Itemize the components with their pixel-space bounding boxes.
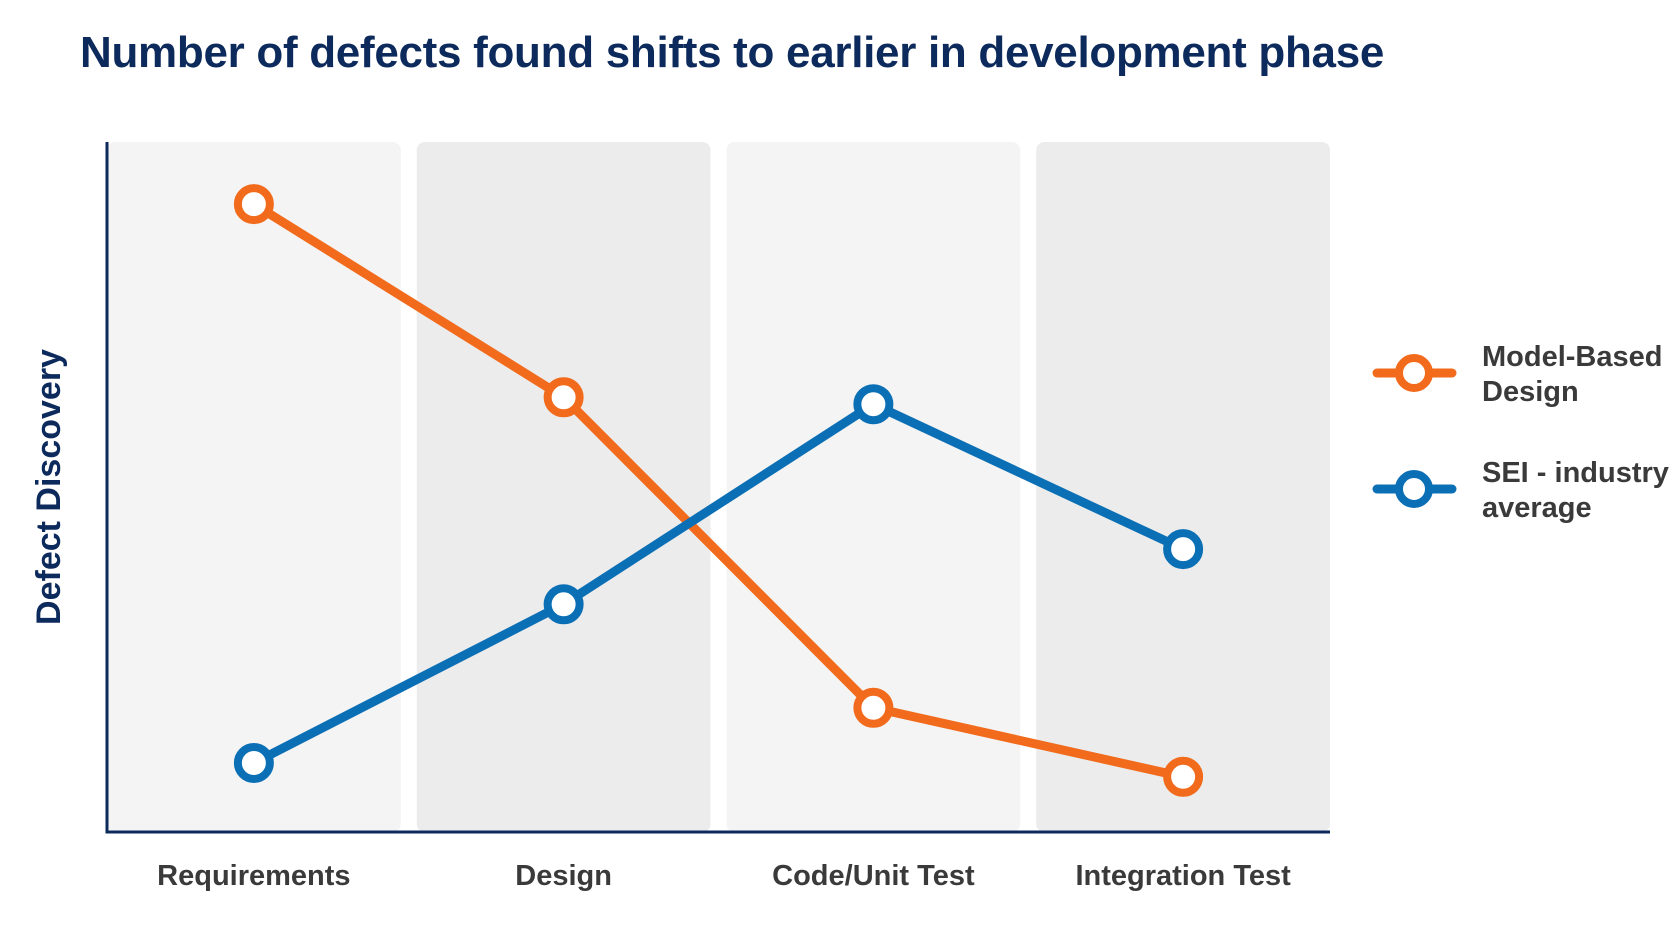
data-point <box>853 687 894 728</box>
legend-marker <box>1395 470 1433 508</box>
series-line <box>249 399 1188 768</box>
data-point <box>543 377 584 418</box>
legend-label: SEI - industry average <box>1482 457 1669 524</box>
legend: Model-Based Design SEI - industry average <box>1372 341 1669 524</box>
category-band <box>107 142 401 832</box>
x-tick-labels: Requirements Design Code/Unit Test Integrat… <box>157 860 1291 892</box>
x-tick-label: Design <box>515 860 612 892</box>
chart-axes <box>105 142 1330 834</box>
data-point <box>543 584 584 625</box>
legend-label: Model-Based Design <box>1482 341 1662 408</box>
legend-item: SEI - industry average <box>1372 457 1669 524</box>
data-point <box>233 743 274 783</box>
series-1 <box>233 384 1204 783</box>
data-series <box>233 184 1204 797</box>
legend-item: Model-Based Design <box>1372 341 1662 408</box>
y-axis-label: Defect Discovery <box>30 349 68 625</box>
data-point <box>233 184 274 225</box>
data-point <box>853 384 894 425</box>
category-band <box>416 142 711 832</box>
x-tick-label: Requirements <box>157 860 350 892</box>
category-band <box>726 142 1021 832</box>
chart-title: Number of defects found shifts to earlie… <box>80 28 1385 77</box>
series-0 <box>233 184 1204 797</box>
legend-marker <box>1395 354 1433 392</box>
data-point <box>1163 756 1204 797</box>
series-line <box>249 199 1188 782</box>
x-tick-label: Code/Unit Test <box>772 860 975 892</box>
category-bands <box>107 142 1330 832</box>
x-tick-label: Integration Test <box>1075 860 1291 892</box>
category-band <box>1036 142 1330 832</box>
data-point <box>1163 529 1204 570</box>
